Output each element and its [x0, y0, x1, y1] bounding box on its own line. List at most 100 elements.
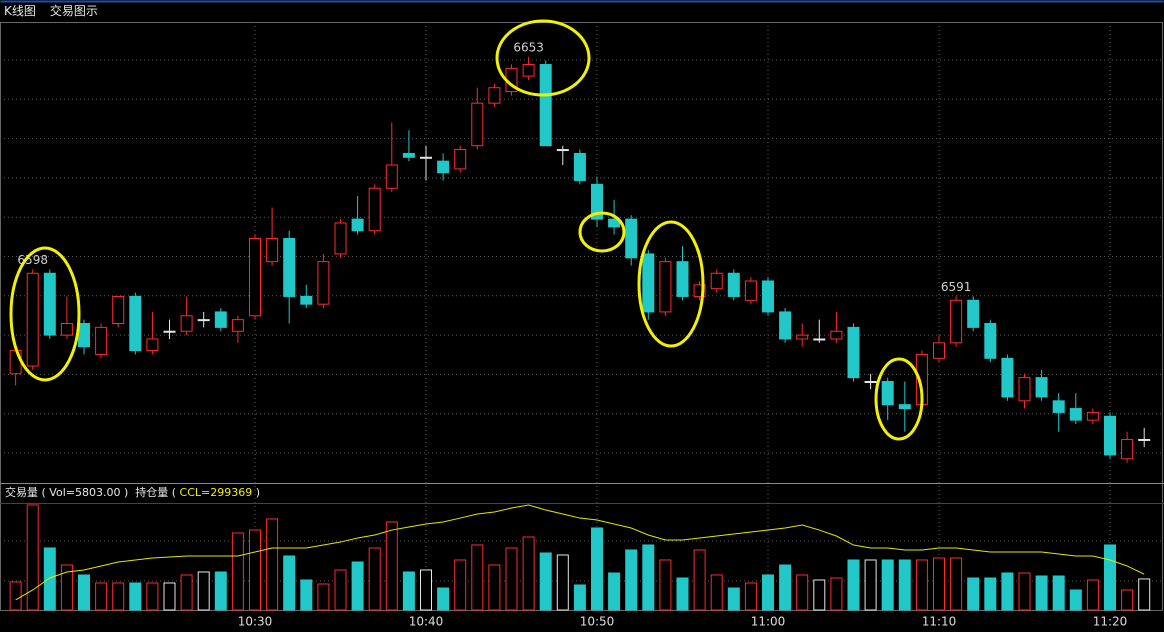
- candle-body: [796, 334, 809, 340]
- candle-body: [334, 222, 347, 255]
- candle-body: [625, 218, 638, 259]
- tab[interactable]: K线图: [4, 4, 36, 18]
- volume-bar: [112, 582, 125, 611]
- volume-bar: [1104, 544, 1116, 611]
- volume-bar: [505, 547, 518, 611]
- volume-bar: [249, 529, 261, 611]
- candle-body: [214, 311, 227, 328]
- volume-bar: [402, 571, 415, 611]
- volume-bar: [180, 574, 193, 611]
- candle-body: [1052, 400, 1065, 413]
- volume-bar: [437, 587, 450, 611]
- candle-body: [676, 261, 689, 297]
- header-text: Vol=5803.00: [49, 486, 121, 499]
- candle-body: [437, 160, 450, 174]
- candle-body: [744, 280, 757, 301]
- volume-bar: [693, 549, 706, 611]
- volume-bar: [231, 532, 244, 611]
- volume-bar: [78, 574, 90, 611]
- candle-body: [727, 272, 740, 297]
- volume-bar: [214, 571, 227, 611]
- candle-body: [180, 315, 193, 332]
- volume-bar: [351, 561, 364, 611]
- volume-bar: [813, 579, 826, 611]
- candle-body: [1104, 415, 1116, 456]
- volume-bar: [539, 552, 552, 611]
- volume-bar: [727, 587, 740, 611]
- open-interest-line: [15, 504, 1145, 601]
- candle-body: [1001, 357, 1014, 398]
- x-tick-label: 11:20: [1093, 615, 1128, 629]
- candle-body: [368, 187, 381, 232]
- volume-bar: [368, 547, 381, 611]
- candle-body: [522, 64, 535, 77]
- volume-bar: [522, 536, 535, 611]
- volume-bar: [1138, 578, 1151, 611]
- volume-bar: [1018, 572, 1031, 611]
- candle-body: [60, 323, 73, 336]
- candle-body: [608, 218, 621, 228]
- high-label: 6598: [17, 253, 48, 267]
- tab[interactable]: 交易图示: [49, 4, 98, 18]
- candle-body: [197, 319, 210, 322]
- header-text: CCL=299369: [179, 486, 253, 499]
- candle-body: [1035, 377, 1048, 398]
- volume-bar: [1052, 575, 1065, 611]
- candle-body: [249, 237, 261, 317]
- volume-bar: [744, 582, 757, 611]
- highlight-ellipse: [578, 211, 626, 253]
- candle-body: [591, 183, 603, 220]
- volume-bar: [762, 574, 774, 611]
- volume-bar: [659, 559, 672, 611]
- candle-body: [420, 156, 432, 159]
- candle-body: [1121, 438, 1134, 460]
- volume-bar: [950, 557, 963, 611]
- top-strip: [0, 0, 1164, 3]
- volume-bar: [591, 527, 603, 611]
- candle-body: [830, 330, 843, 340]
- volume-bar: [1069, 589, 1082, 611]
- candle-body: [231, 319, 244, 332]
- volume-bar: [9, 581, 22, 611]
- candle-body: [1086, 411, 1099, 421]
- candle-body: [471, 102, 484, 147]
- volume-bar: [779, 564, 792, 611]
- candle-body: [488, 87, 501, 104]
- volume-bar: [488, 564, 501, 611]
- x-tick-label: 11:00: [751, 615, 786, 629]
- candle-body: [112, 295, 125, 325]
- volume-bar: [1121, 589, 1134, 611]
- candle-body: [385, 164, 398, 189]
- volume-bar: [556, 554, 569, 611]
- volume-header: 交易量 ( Vol=5803.00 ) 持仓量 ( CCL=299369 ): [5, 485, 260, 501]
- candle-body: [898, 404, 911, 410]
- volume-bar: [454, 559, 467, 611]
- candle-body: [864, 380, 877, 383]
- volume-bar: [385, 521, 398, 611]
- candle-body: [539, 64, 552, 147]
- volume-bar: [830, 577, 843, 611]
- volume-bar: [847, 559, 860, 611]
- header-text: 持仓量 (: [135, 486, 180, 499]
- header-text: ): [252, 486, 261, 499]
- volume-bar: [608, 572, 621, 611]
- volume-bar: [625, 549, 638, 611]
- candle-body: [933, 342, 945, 359]
- candle-body: [762, 280, 774, 313]
- candle-body: [129, 295, 142, 352]
- candle-body: [779, 311, 792, 340]
- volume-bar: [1001, 572, 1014, 611]
- volume-bar: [283, 555, 296, 611]
- volume-bar: [60, 564, 73, 611]
- volume-bar: [420, 569, 432, 611]
- volume-bar: [197, 571, 210, 611]
- highlight-ellipse: [637, 220, 705, 348]
- volume-bar: [300, 579, 313, 611]
- candle-body: [967, 299, 980, 328]
- volume-bar: [933, 557, 945, 611]
- volume-bar: [146, 582, 159, 611]
- volume-bar: [984, 577, 997, 611]
- candle-body: [950, 299, 963, 344]
- x-tick-label: 10:30: [238, 615, 273, 629]
